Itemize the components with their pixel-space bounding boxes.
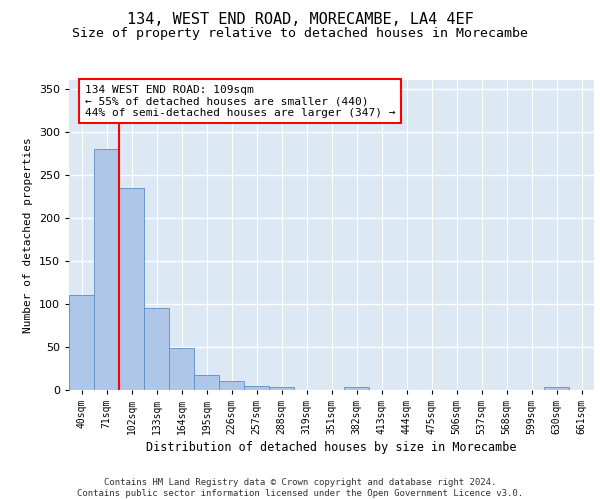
Bar <box>94 149 119 390</box>
Y-axis label: Number of detached properties: Number of detached properties <box>23 137 33 333</box>
Bar <box>269 386 294 390</box>
Bar <box>69 296 94 390</box>
X-axis label: Distribution of detached houses by size in Morecambe: Distribution of detached houses by size … <box>146 441 517 454</box>
Bar <box>169 348 194 390</box>
Bar <box>144 308 169 390</box>
Bar <box>544 388 569 390</box>
Text: 134 WEST END ROAD: 109sqm
← 55% of detached houses are smaller (440)
44% of semi: 134 WEST END ROAD: 109sqm ← 55% of detac… <box>85 84 395 118</box>
Bar <box>244 386 269 390</box>
Text: Contains HM Land Registry data © Crown copyright and database right 2024.
Contai: Contains HM Land Registry data © Crown c… <box>77 478 523 498</box>
Bar <box>219 382 244 390</box>
Bar <box>194 374 219 390</box>
Bar <box>119 188 144 390</box>
Text: Size of property relative to detached houses in Morecambe: Size of property relative to detached ho… <box>72 28 528 40</box>
Text: 134, WEST END ROAD, MORECAMBE, LA4 4EF: 134, WEST END ROAD, MORECAMBE, LA4 4EF <box>127 12 473 28</box>
Bar <box>344 388 369 390</box>
